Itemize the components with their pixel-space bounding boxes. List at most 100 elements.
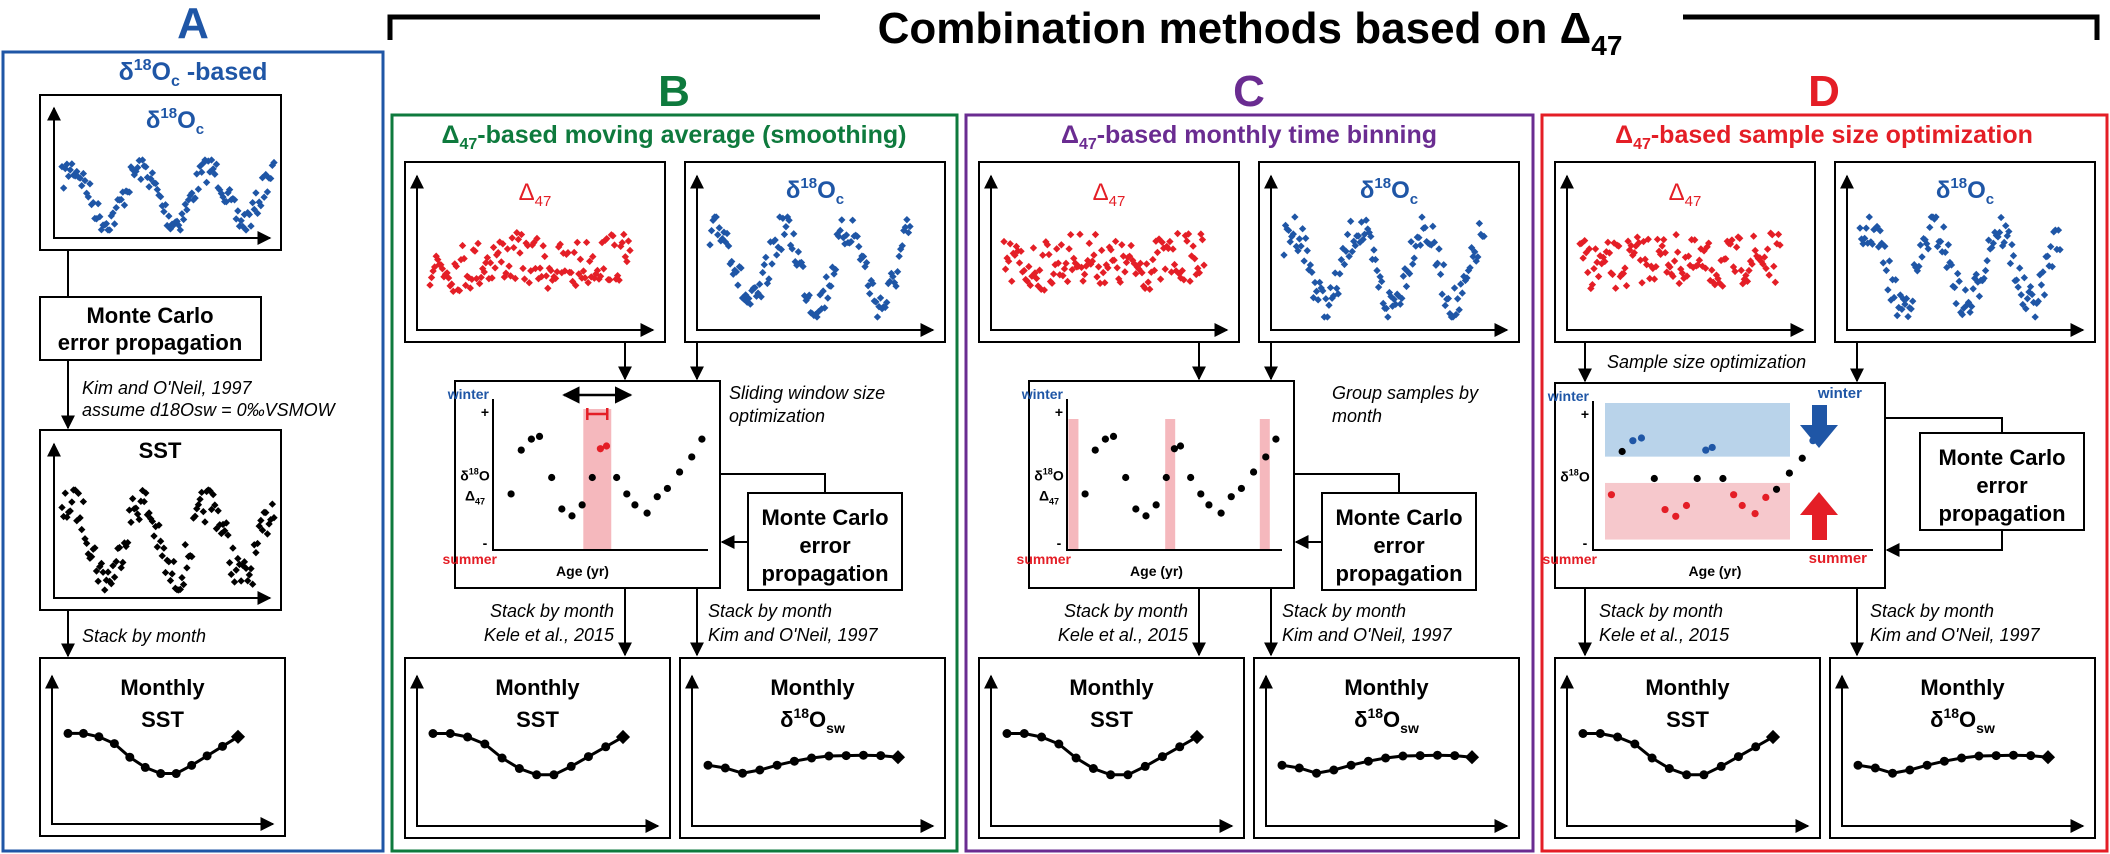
season-point <box>1142 512 1150 520</box>
monthly-point <box>1106 770 1116 780</box>
monthly-point <box>1189 729 1205 745</box>
monthly-d18osw-box: Monthly δ18Osw <box>1253 657 1520 839</box>
panel-c-frame <box>964 113 1535 853</box>
data-point <box>1407 238 1415 246</box>
monthly-point <box>1578 729 1588 738</box>
monthly-point <box>140 762 150 772</box>
data-point <box>107 579 115 588</box>
y-label-d47: Δ47 <box>465 488 485 507</box>
mc-line3: propagation <box>1335 561 1462 586</box>
data-point <box>234 554 242 563</box>
data-point <box>519 264 527 273</box>
season-point <box>1237 484 1245 493</box>
data-point <box>1121 268 1129 276</box>
data-point <box>847 238 855 246</box>
monthly-point <box>125 752 135 762</box>
minus-tick: - <box>1057 535 1062 551</box>
data-point <box>904 228 913 237</box>
monthly-point <box>532 770 542 780</box>
panel-d-letter: D <box>1808 67 1840 116</box>
panel-c-heading: Δ47-based monthly time binning <box>1061 121 1437 153</box>
season-point <box>1751 509 1759 518</box>
monthly-point <box>1682 770 1692 780</box>
data-point <box>132 504 140 512</box>
monthly-point <box>1088 764 1098 773</box>
data-point <box>567 268 575 277</box>
monthly-title-line1: Monthly <box>1069 675 1154 700</box>
data-point <box>1057 241 1066 249</box>
data-point <box>73 167 81 176</box>
monthly-point <box>94 732 104 742</box>
monthly-sst-box: Monthly SST <box>404 657 671 839</box>
monthly-title-line1: Monthly <box>495 675 580 700</box>
data-point <box>751 283 759 292</box>
monthly-point <box>1991 751 2001 761</box>
season-plot: winter + - δ18O Δ47 summer Age (yr) <box>443 380 721 589</box>
monthly-title-line2: SST <box>1666 707 1709 732</box>
a-mc-line1: Monte Carlo <box>86 303 213 328</box>
monthly-point <box>514 764 524 773</box>
data-point <box>1748 260 1756 268</box>
data-point <box>155 521 163 529</box>
data-point <box>438 265 447 273</box>
monthly-title-line2: SST <box>141 707 184 732</box>
data-point <box>819 287 827 295</box>
data-point <box>214 507 222 515</box>
data-point <box>78 182 86 190</box>
data-point <box>1054 259 1062 267</box>
data-point <box>489 243 498 252</box>
season-point <box>1708 443 1716 452</box>
data-point <box>785 216 793 224</box>
data-point <box>790 230 798 238</box>
data-point <box>502 269 510 277</box>
data-point <box>477 273 485 282</box>
data-point <box>474 239 482 248</box>
season-point <box>1629 437 1637 445</box>
data-point <box>117 195 125 204</box>
data-point <box>466 284 474 292</box>
data-point <box>626 246 634 255</box>
data-point <box>1966 308 1974 316</box>
data-point <box>66 166 74 174</box>
data-point <box>248 199 257 207</box>
panel-c-letter: C <box>1233 67 1265 116</box>
data-point <box>1585 245 1593 253</box>
a-top-label: δ18Oc <box>146 105 204 138</box>
data-point <box>1670 257 1679 265</box>
data-point <box>573 238 581 247</box>
panel-d-frame <box>1540 113 2109 853</box>
monthly-point <box>1346 760 1356 770</box>
monthly-sst-series <box>428 729 631 780</box>
data-point <box>737 264 745 272</box>
data-point <box>150 532 158 540</box>
data-point <box>491 264 499 272</box>
data-point <box>883 298 891 307</box>
data-point <box>270 158 278 167</box>
data-point <box>821 304 829 312</box>
monthly-axes <box>1259 674 1509 833</box>
data-point <box>734 281 742 289</box>
data-point <box>1093 273 1101 281</box>
data-point <box>1475 219 1484 228</box>
panel-c-content: Δ47 δ18Oc winter + - δ18O Δ47 summer Age (yr) Mon… <box>978 161 1520 839</box>
data-point <box>511 274 519 283</box>
data-point <box>531 264 540 273</box>
d47-scatter-box: Δ47 <box>1554 161 1816 343</box>
data-point <box>161 568 170 577</box>
monthly-point <box>841 751 851 761</box>
monthly-point <box>1432 750 1442 760</box>
data-point <box>1094 263 1103 271</box>
data-point <box>94 200 102 208</box>
monthly-point <box>202 751 212 761</box>
data-point <box>1708 266 1716 274</box>
scatter-label-d18oc: δ18Oc <box>1936 175 1994 208</box>
data-point <box>1334 290 1342 298</box>
data-point <box>586 257 594 265</box>
season-point <box>1798 454 1806 462</box>
monthly-point <box>720 763 730 773</box>
data-point <box>253 539 262 548</box>
data-point <box>61 489 69 497</box>
panel-a-heading: δ18Oc -based <box>119 57 268 90</box>
data-point <box>1440 261 1448 269</box>
monthly-point <box>1071 753 1081 763</box>
